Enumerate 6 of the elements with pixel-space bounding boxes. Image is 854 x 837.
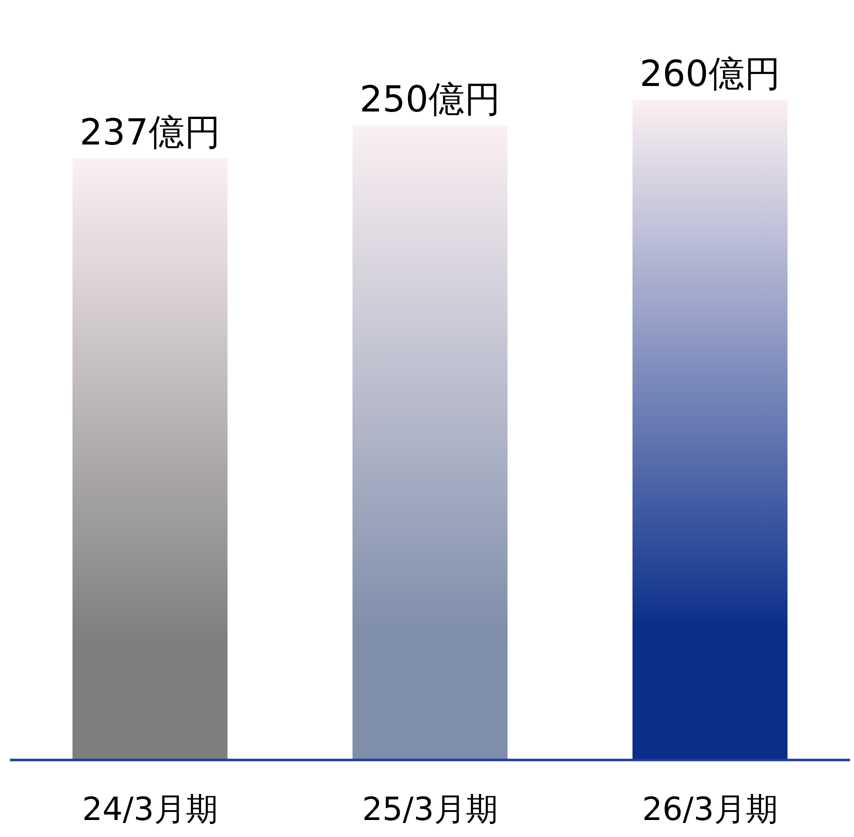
data-label: 237億円 <box>80 112 220 154</box>
data-label: 260億円 <box>640 54 780 95</box>
x-tick-label: 24/3月期 <box>82 790 218 828</box>
x-tick-label: 25/3月期 <box>362 790 498 828</box>
x-tick-label: 26/3月期 <box>642 790 778 828</box>
data-label: 250億円 <box>360 79 500 120</box>
